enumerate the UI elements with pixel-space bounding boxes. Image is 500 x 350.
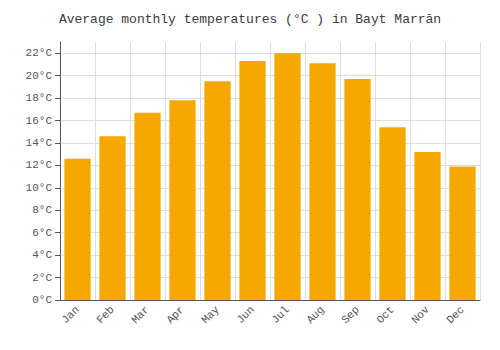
svg-text:8°C: 8°C xyxy=(32,204,52,216)
svg-text:Nov: Nov xyxy=(409,303,432,326)
svg-text:16°C: 16°C xyxy=(26,115,53,127)
svg-text:10°C: 10°C xyxy=(26,182,53,194)
svg-text:14°C: 14°C xyxy=(26,137,53,149)
svg-text:Oct: Oct xyxy=(374,304,396,326)
svg-text:May: May xyxy=(199,303,222,326)
svg-text:Sep: Sep xyxy=(339,304,361,326)
svg-text:20°C: 20°C xyxy=(26,70,53,82)
svg-text:Jan: Jan xyxy=(59,304,81,326)
svg-text:Feb: Feb xyxy=(94,304,116,326)
svg-text:4°C: 4°C xyxy=(32,249,52,261)
svg-text:Average monthly temperatures (: Average monthly temperatures (°C ) in Ba… xyxy=(59,12,441,27)
svg-text:18°C: 18°C xyxy=(26,92,53,104)
svg-text:6°C: 6°C xyxy=(32,227,52,239)
svg-text:22°C: 22°C xyxy=(26,47,53,59)
svg-text:Jul: Jul xyxy=(269,304,291,326)
svg-text:Aug: Aug xyxy=(304,304,326,326)
svg-text:Dec: Dec xyxy=(444,304,466,326)
svg-text:0°C: 0°C xyxy=(32,294,52,306)
svg-text:Apr: Apr xyxy=(164,304,186,326)
svg-text:Mar: Mar xyxy=(129,304,151,326)
svg-text:2°C: 2°C xyxy=(32,272,52,284)
svg-text:Jun: Jun xyxy=(234,304,256,326)
svg-text:12°C: 12°C xyxy=(26,159,53,171)
